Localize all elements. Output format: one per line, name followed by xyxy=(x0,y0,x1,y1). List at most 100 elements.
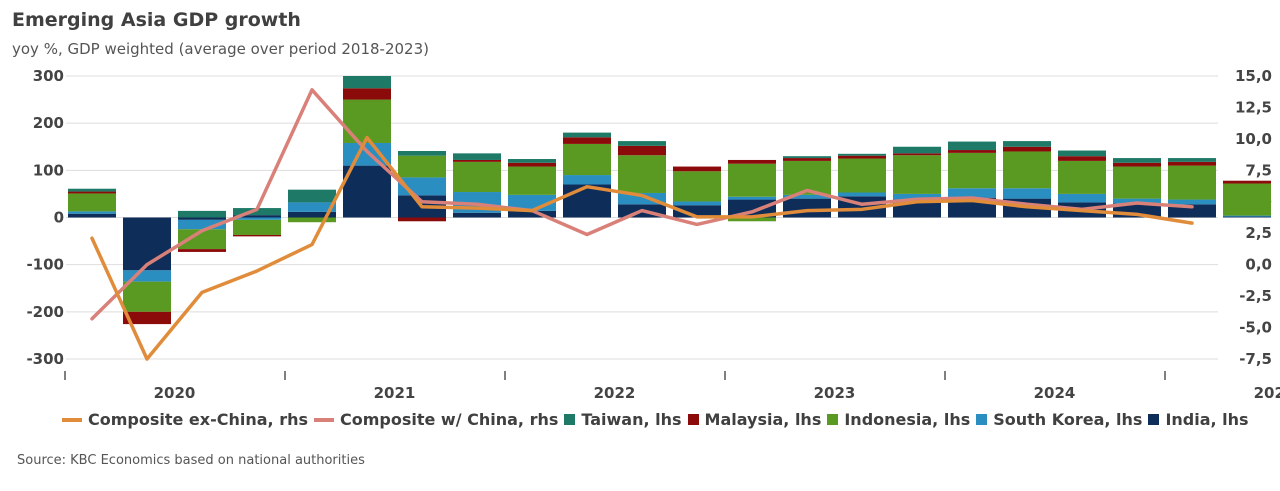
y-left-tick-label: 100 xyxy=(33,161,64,179)
bar-india xyxy=(288,211,336,218)
bar-indonesia xyxy=(948,152,996,189)
bar-indonesia xyxy=(838,158,886,193)
bar-south-korea xyxy=(728,196,776,200)
bar-indonesia xyxy=(1168,165,1216,200)
legend-label: India, lhs xyxy=(1165,410,1249,429)
bar-south-korea xyxy=(1058,193,1106,203)
bar-indonesia xyxy=(1003,151,1051,189)
x-tick-label: 2024 xyxy=(1034,384,1076,400)
bar-indonesia xyxy=(673,171,721,202)
bar-south-korea xyxy=(673,201,721,206)
x-tick-label: 2021 xyxy=(374,384,416,400)
bar-malaysia xyxy=(1113,162,1161,167)
chart-title: Emerging Asia GDP growth xyxy=(12,9,301,31)
chart-subtitle: yoy %, GDP weighted (average over period… xyxy=(12,40,429,58)
legend-label: Indonesia, lhs xyxy=(844,410,971,429)
bar-malaysia xyxy=(563,137,611,144)
bar-south-korea xyxy=(783,194,831,199)
bar-taiwan xyxy=(618,141,666,146)
bar-taiwan xyxy=(563,132,611,138)
bar-malaysia xyxy=(178,249,226,252)
bar-south-korea xyxy=(948,188,996,198)
bar-malaysia xyxy=(123,311,171,325)
legend-swatch xyxy=(687,414,699,425)
legend-swatch xyxy=(1148,414,1160,425)
x-tick-label: 2020 xyxy=(154,384,196,400)
y-left-tick-label: -300 xyxy=(26,350,64,368)
bar-indonesia xyxy=(123,281,171,312)
bar-india xyxy=(508,210,556,218)
bar-taiwan xyxy=(68,188,116,192)
bar-taiwan xyxy=(893,146,941,154)
source-note: Source: KBC Economics based on national … xyxy=(17,453,365,468)
legend-item: Composite w/ China, rhs xyxy=(314,410,558,429)
bar-taiwan xyxy=(233,208,281,216)
bar-taiwan xyxy=(1168,158,1216,162)
bar-indonesia xyxy=(508,166,556,195)
y-right-tick-label: 15,0 xyxy=(1235,67,1272,85)
bar-indonesia xyxy=(178,229,226,250)
legend-item: South Korea, lhs xyxy=(976,410,1142,429)
bar-taiwan xyxy=(453,153,501,160)
line-composite-w-china xyxy=(90,88,1194,321)
legend-label: Composite w/ China, rhs xyxy=(340,410,559,429)
x-tick-label: 2022 xyxy=(594,384,636,400)
bar-malaysia xyxy=(343,88,391,100)
bar-south-korea xyxy=(343,142,391,166)
y-left-tick-label: 0 xyxy=(54,209,64,227)
bar-south-korea xyxy=(1223,215,1271,217)
legend-swatch xyxy=(62,417,82,422)
bar-india xyxy=(343,165,391,218)
bar-malaysia xyxy=(68,191,116,194)
bar-malaysia xyxy=(1003,146,1051,152)
bar-indonesia xyxy=(728,163,776,197)
bar-indonesia xyxy=(1058,160,1106,194)
bar-malaysia xyxy=(893,153,941,156)
bar-taiwan xyxy=(1003,141,1051,147)
bar-south-korea xyxy=(618,192,666,205)
bar-indonesia xyxy=(893,155,941,194)
bar-taiwan xyxy=(783,156,831,159)
bar-south-korea xyxy=(123,270,171,282)
bar-taiwan xyxy=(508,159,556,163)
legend-label: Malaysia, lhs xyxy=(704,410,822,429)
bar-india xyxy=(123,217,171,271)
bar-taiwan xyxy=(1113,158,1161,163)
legend-item: Malaysia, lhs xyxy=(687,410,822,429)
bar-south-korea xyxy=(1168,199,1216,205)
chart-canvas: 3002001000-100-200-30015,012,510,07,55,0… xyxy=(26,67,1280,400)
bar-indonesia xyxy=(728,217,776,222)
bar-taiwan xyxy=(398,150,446,156)
bar-malaysia xyxy=(783,158,831,161)
legend-item: India, lhs xyxy=(1148,410,1249,429)
y-right-tick-label: -5,0 xyxy=(1239,319,1272,337)
bar-indonesia xyxy=(233,219,281,235)
x-tick-label: 2023 xyxy=(814,384,856,400)
legend-item: Indonesia, lhs xyxy=(827,410,970,429)
bar-india xyxy=(1223,216,1271,218)
bar-south-korea xyxy=(1113,198,1161,204)
legend-item: Composite ex-China, rhs xyxy=(62,410,308,429)
bar-malaysia xyxy=(453,159,501,162)
bar-malaysia xyxy=(1223,180,1271,184)
bar-south-korea xyxy=(178,219,226,230)
bar-india xyxy=(233,215,281,218)
bar-malaysia xyxy=(948,150,996,153)
bar-malaysia xyxy=(508,162,556,167)
legend-label: Composite ex-China, rhs xyxy=(88,410,308,429)
bar-south-korea xyxy=(68,211,116,214)
bar-south-korea xyxy=(288,202,336,212)
bar-indonesia xyxy=(618,155,666,193)
bar-india xyxy=(673,205,721,218)
bar-taiwan xyxy=(1058,150,1106,157)
bar-taiwan xyxy=(178,210,226,218)
y-right-tick-label: 7,5 xyxy=(1245,161,1272,179)
legend-swatch xyxy=(314,417,334,422)
y-left-tick-label: 200 xyxy=(33,114,64,132)
legend-label: South Korea, lhs xyxy=(993,410,1143,429)
bar-taiwan xyxy=(948,141,996,151)
y-right-tick-label: 2,5 xyxy=(1245,224,1272,242)
bar-india xyxy=(783,198,831,218)
y-right-tick-label: 12,5 xyxy=(1235,98,1272,116)
bar-indonesia xyxy=(68,193,116,212)
